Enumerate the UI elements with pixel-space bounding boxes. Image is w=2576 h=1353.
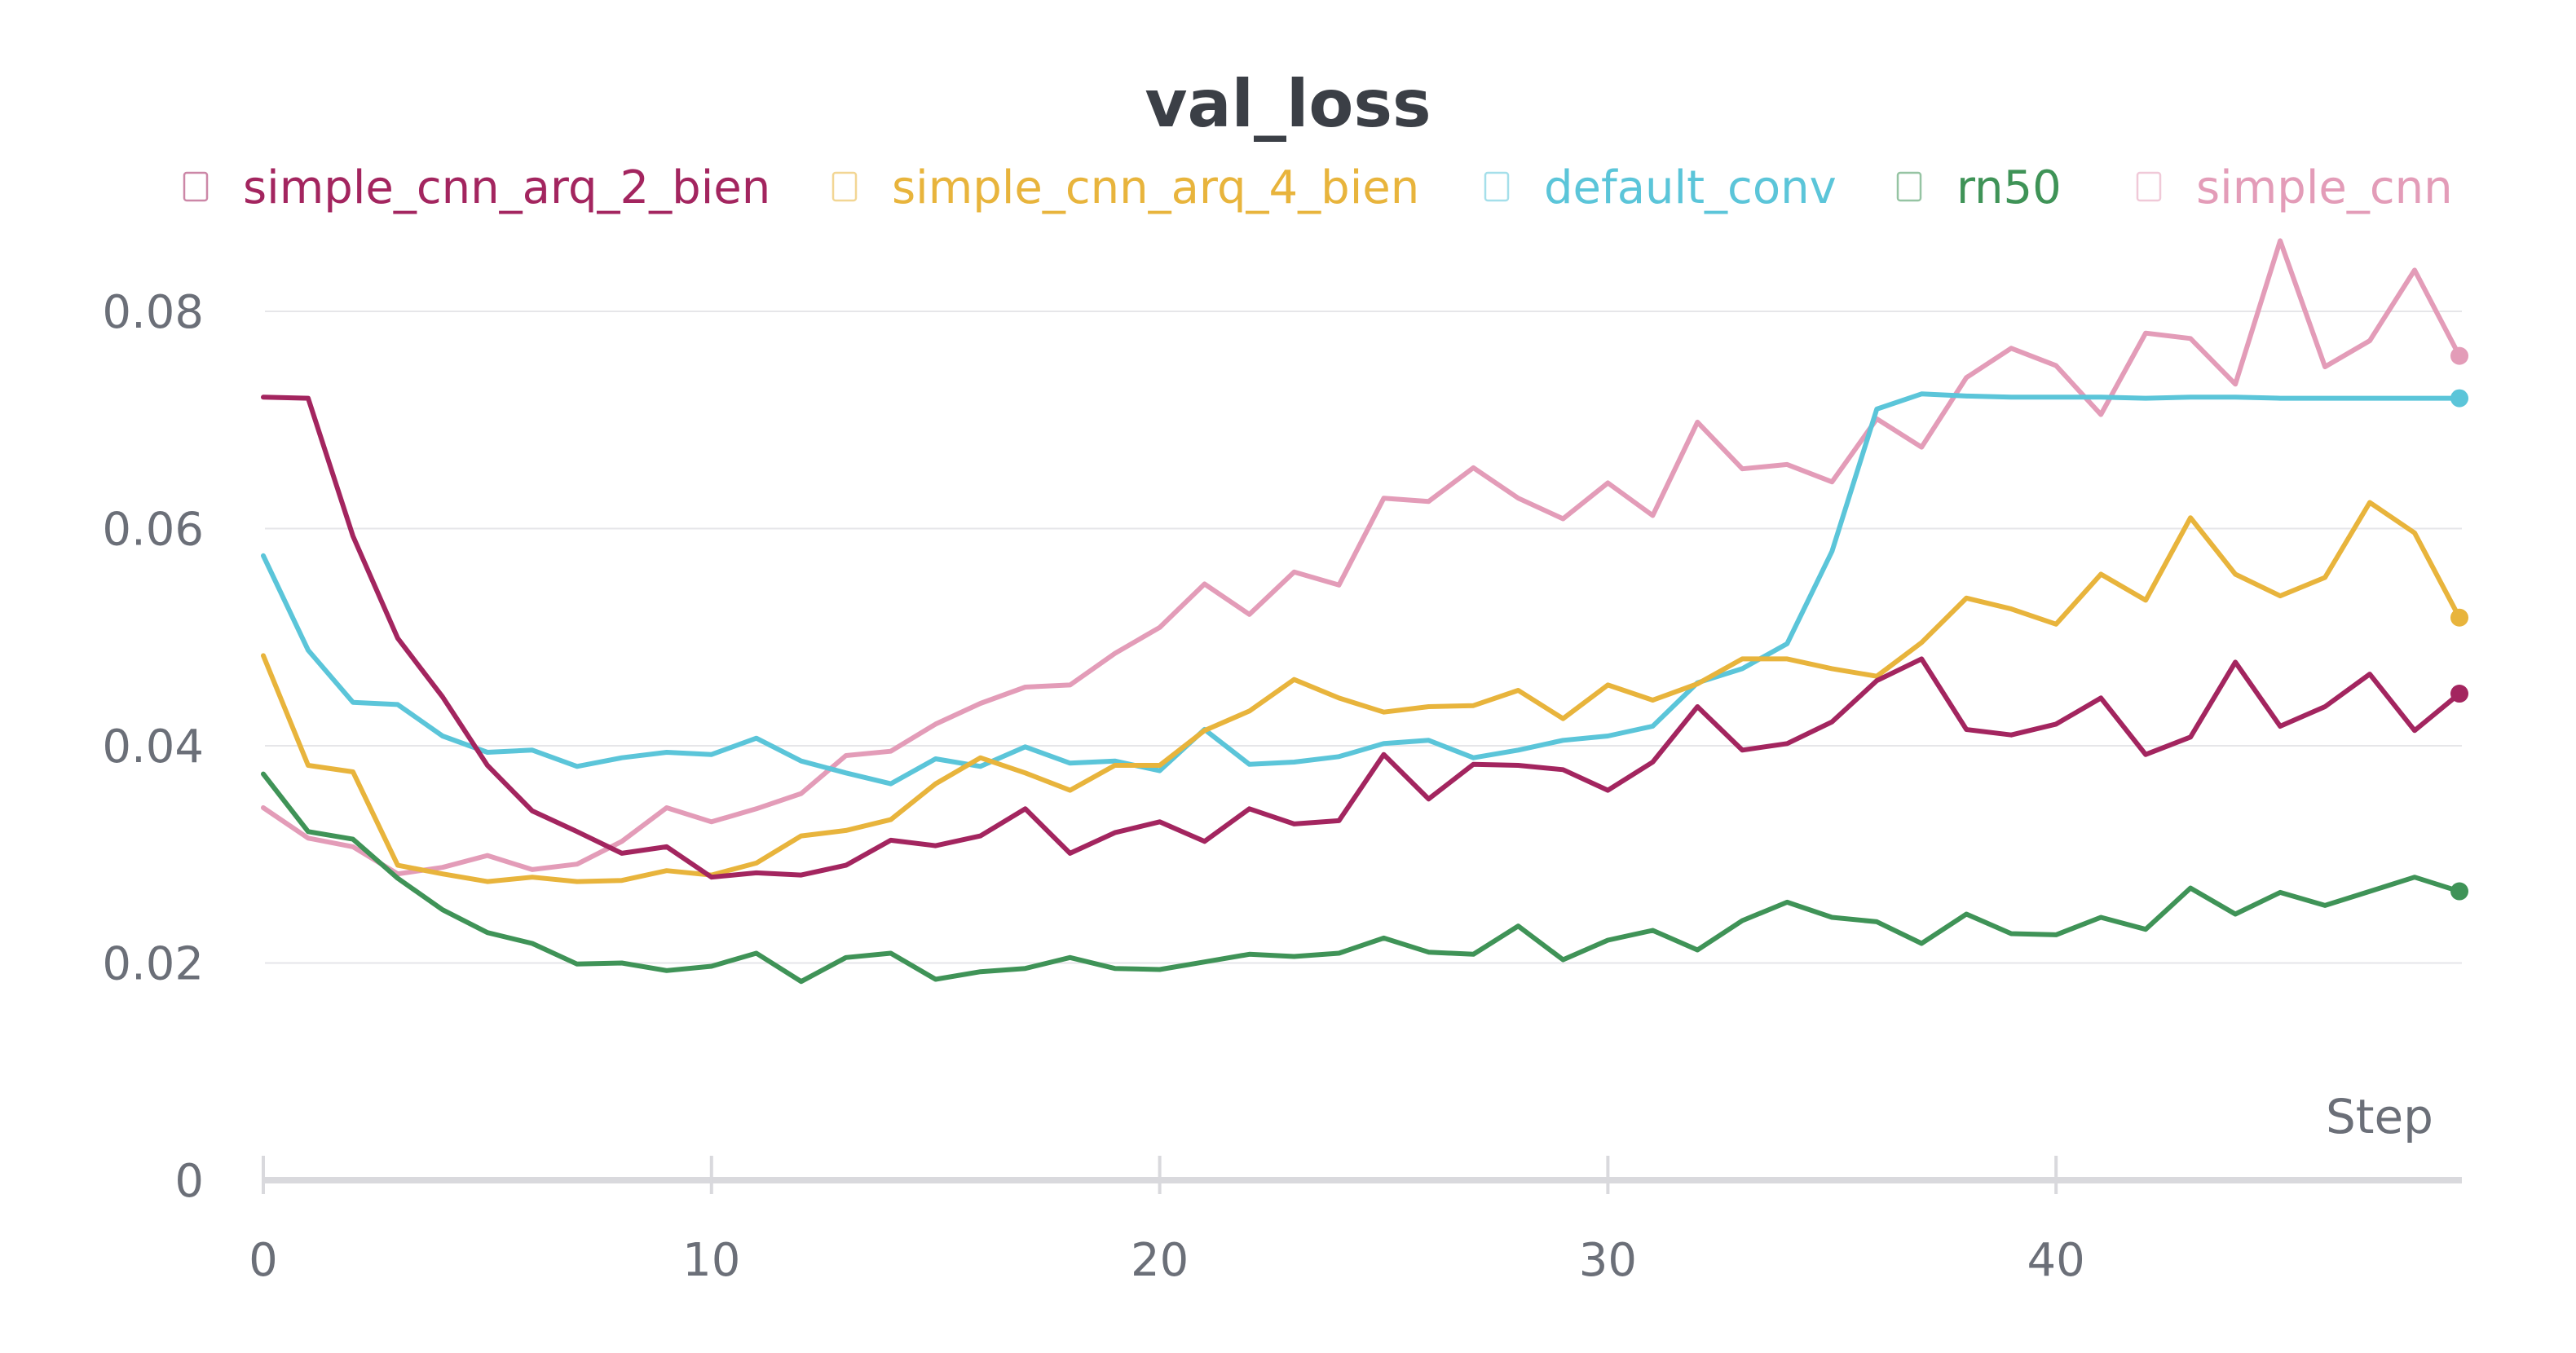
- x-tick-label: 20: [1131, 1234, 1189, 1287]
- legend-item-rn50[interactable]: rn50: [1896, 161, 2062, 214]
- series-line-rn50: [261, 771, 2462, 985]
- y-tick-label: 0.04: [102, 721, 204, 773]
- legend-label: rn50: [1956, 161, 2062, 214]
- y-tick-label: 0: [174, 1155, 204, 1208]
- series-simple_cnn_arq_4_bien: [261, 500, 2468, 884]
- legend-swatch-icon: [2136, 171, 2162, 202]
- series-end-marker-simple_cnn_arq_4_bien: [2450, 608, 2468, 627]
- axes: 0 0.02 0.04 0.06 0.08 0 10 20 30 40: [102, 286, 2462, 1287]
- x-tick-label: 0: [249, 1234, 278, 1287]
- y-tick-label: 0.02: [102, 938, 204, 991]
- legend-swatch-icon: [183, 171, 209, 202]
- chart-title: val_loss: [1145, 66, 1431, 142]
- series-end-marker-default_conv: [2450, 389, 2468, 408]
- legend-item-simple_cnn[interactable]: simple_cnn: [2136, 161, 2453, 214]
- legend-label: simple_cnn_arq_2_bien: [243, 161, 770, 214]
- series-simple_cnn: [261, 238, 2468, 877]
- legend-swatch-icon: [1484, 171, 1510, 202]
- legend-label: simple_cnn_arq_4_bien: [892, 161, 1419, 214]
- series-simple_cnn_arq_2_bien: [261, 394, 2468, 880]
- series-line-default_conv: [261, 391, 2462, 787]
- series-default_conv: [261, 389, 2468, 787]
- grid: [265, 311, 2462, 964]
- x-tick-label: 10: [682, 1234, 740, 1287]
- legend-swatch-icon: [1896, 171, 1922, 202]
- series-end-marker-simple_cnn: [2450, 346, 2468, 365]
- legend-item-simple_cnn_arq_4_bien[interactable]: simple_cnn_arq_4_bien: [831, 161, 1419, 214]
- series-rn50: [261, 771, 2468, 985]
- legend: simple_cnn_arq_2_bien simple_cnn_arq_4_bi…: [183, 161, 2453, 214]
- x-tick-label: 40: [2027, 1234, 2085, 1287]
- legend-label: simple_cnn: [2196, 161, 2453, 214]
- legend-item-simple_cnn_arq_2_bien[interactable]: simple_cnn_arq_2_bien: [183, 161, 770, 214]
- legend-swatch-icon: [831, 171, 858, 202]
- series-end-marker-simple_cnn_arq_2_bien: [2450, 685, 2468, 703]
- x-axis-label: Step: [2326, 1089, 2433, 1144]
- series-line-simple_cnn_arq_4_bien: [261, 500, 2462, 884]
- series-end-marker-rn50: [2450, 882, 2468, 901]
- y-tick-label: 0.08: [102, 286, 204, 339]
- series-line-simple_cnn_arq_2_bien: [261, 394, 2462, 880]
- legend-item-default_conv[interactable]: default_conv: [1484, 161, 1837, 214]
- legend-label: default_conv: [1544, 161, 1837, 214]
- series-group: [261, 238, 2468, 985]
- series-line-simple_cnn: [261, 238, 2462, 877]
- y-tick-label: 0.06: [102, 504, 204, 557]
- x-tick-label: 30: [1579, 1234, 1637, 1287]
